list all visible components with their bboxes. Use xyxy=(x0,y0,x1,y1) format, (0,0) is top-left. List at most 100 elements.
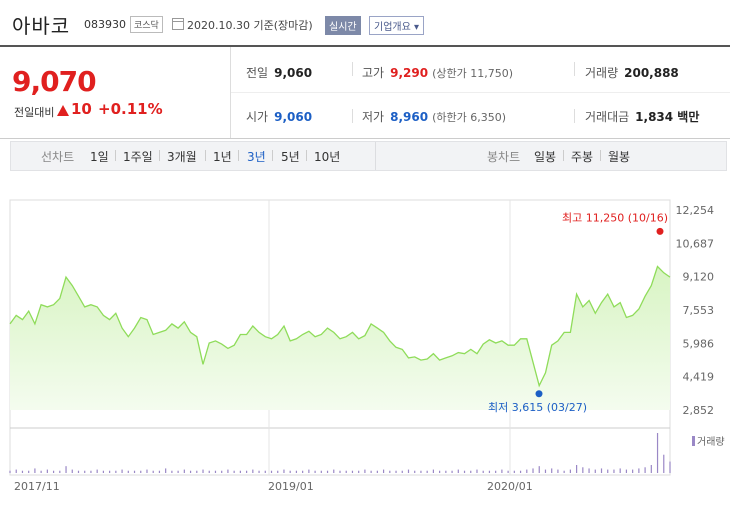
volume-bar xyxy=(65,466,67,473)
volume-bar xyxy=(233,470,235,473)
volume-bar xyxy=(463,470,466,473)
volume-bar xyxy=(507,470,509,473)
tab-weekly-candle[interactable]: 주봉 xyxy=(571,150,594,164)
tab-3-months[interactable]: 3개월 xyxy=(167,150,197,164)
volume-bar xyxy=(551,468,553,473)
volume-bar xyxy=(488,470,491,473)
tab-1-year[interactable]: 1년 xyxy=(213,150,232,164)
high-label: 고가 xyxy=(362,66,385,80)
volume-bar xyxy=(594,469,596,473)
price-line xyxy=(9,265,671,388)
volume-bar xyxy=(544,469,547,473)
volume-bar xyxy=(109,470,111,473)
low-marker xyxy=(535,390,543,398)
volume-bar xyxy=(569,469,571,473)
tab-10-years[interactable]: 10년 xyxy=(314,150,341,164)
volume-bar xyxy=(376,470,378,473)
volume-bar xyxy=(320,470,322,473)
y-tick-label: 5,986 xyxy=(683,337,715,350)
volume-bar xyxy=(426,470,428,473)
volume-bar xyxy=(389,470,391,473)
volume-bar xyxy=(102,470,104,473)
volume-bar xyxy=(407,469,410,473)
up-triangle-icon xyxy=(57,105,69,116)
volume-bar xyxy=(52,470,55,473)
volume-bar xyxy=(351,470,354,473)
cell-divider xyxy=(352,109,353,123)
volume-bar xyxy=(482,470,484,473)
tab-separator xyxy=(238,150,239,161)
volume-bar xyxy=(370,470,372,473)
volume-legend-label: 거래량 xyxy=(697,436,725,448)
volume-bar xyxy=(21,470,24,473)
volume-bar xyxy=(34,468,36,473)
cell-divider xyxy=(574,109,575,123)
company-overview-button[interactable]: 기업개요 ▾ xyxy=(369,16,424,35)
volume-bar xyxy=(127,470,129,473)
volume: 거래량 200,888 xyxy=(585,64,679,81)
y-axis-ticks: 12,254 10,687 9,120 7,553 5,986 4,419 2,852 xyxy=(676,204,715,417)
tab-monthly-candle[interactable]: 월봉 xyxy=(608,150,631,164)
open-price: 시가 9,060 xyxy=(246,108,312,125)
tab-1-week[interactable]: 1주일 xyxy=(123,150,153,164)
tab-separator xyxy=(600,150,601,161)
volume-bar xyxy=(644,467,646,473)
stock-code: 083930 xyxy=(84,18,126,31)
tab-1-day[interactable]: 1일 xyxy=(90,150,109,164)
volume-bar xyxy=(333,469,335,473)
volume-bar xyxy=(439,470,441,473)
volume-bar xyxy=(77,470,80,473)
volume-bar xyxy=(196,470,198,473)
volume-bar xyxy=(308,469,310,473)
volume-bar xyxy=(414,470,416,473)
volume-bar xyxy=(295,470,298,473)
tab-daily-candle[interactable]: 일봉 xyxy=(534,150,557,164)
y-tick-label: 7,553 xyxy=(683,304,715,317)
high-price: 고가 9,290 (상한가 11,750) xyxy=(362,64,513,81)
y-tick-label: 12,254 xyxy=(676,204,715,217)
y-tick-label: 9,120 xyxy=(683,271,715,284)
volume-bar xyxy=(445,470,447,473)
volume-bar xyxy=(519,470,522,473)
volume-bar xyxy=(221,470,223,473)
volume-bar xyxy=(339,470,341,473)
volume-bar xyxy=(476,469,478,473)
volume-bar xyxy=(632,469,634,473)
x-tick-label: 2020/01 xyxy=(487,480,533,493)
volume-bar xyxy=(600,468,603,473)
volume-bar xyxy=(165,468,167,473)
volume-bar xyxy=(246,470,248,473)
volume-bar xyxy=(84,470,86,473)
stock-name[interactable]: 아바코 xyxy=(12,14,71,38)
volume-bar xyxy=(96,469,98,473)
volume-bar xyxy=(258,470,260,473)
tab-separator xyxy=(563,150,564,161)
base-date: 2020.10.30 기준(장마감) xyxy=(187,19,313,32)
candle-chart-label: 봉차트 xyxy=(487,150,521,164)
volume-bar xyxy=(208,470,210,473)
stock-header: 아바코 083930 코스닥 2020.10.30 기준(장마감) 실시간 기업… xyxy=(0,0,730,47)
tab-separator xyxy=(159,150,160,161)
tabs-divider xyxy=(375,142,376,170)
tab-5-years[interactable]: 5년 xyxy=(281,150,300,164)
prev-close-label: 전일 xyxy=(246,66,269,80)
volume-bar xyxy=(526,469,528,473)
volume-bar xyxy=(495,470,497,473)
volume-bar xyxy=(239,470,241,473)
prev-close: 전일 9,060 xyxy=(246,64,312,81)
price-chart[interactable]: 12,254 10,687 9,120 7,553 5,986 4,419 2,852 최고… xyxy=(0,170,730,504)
volume-bar xyxy=(183,469,185,473)
tab-3-years[interactable]: 3년 xyxy=(247,150,266,164)
realtime-button[interactable]: 실시간 xyxy=(325,16,361,35)
price-area xyxy=(10,266,670,410)
quote-panel: 9,070 전일대비 10 +0.11% 전일 9,060 고가 9,290 (상한가… xyxy=(0,47,730,139)
price-chart-svg: 12,254 10,687 9,120 7,553 5,986 4,419 2,852 최고… xyxy=(9,199,725,493)
volume-bar xyxy=(588,468,590,473)
low-value: 8,960 xyxy=(390,110,429,124)
volume-bar xyxy=(625,469,628,473)
volume-bar xyxy=(314,470,316,473)
volume-bar xyxy=(538,466,540,473)
volume-bar xyxy=(189,470,192,473)
volume-bar xyxy=(133,470,136,473)
